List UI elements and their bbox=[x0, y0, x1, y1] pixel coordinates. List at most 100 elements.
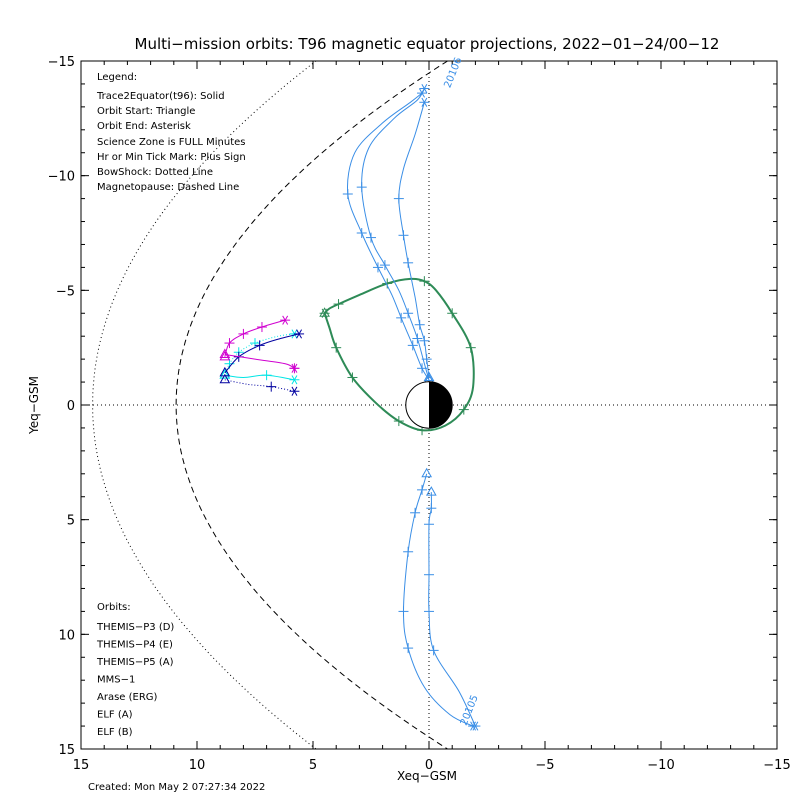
hour-tick-mark bbox=[372, 262, 383, 273]
orbits-legend-entry: MMS−1 bbox=[97, 675, 135, 686]
hour-tick-mark bbox=[398, 606, 409, 617]
hour-tick-mark bbox=[224, 338, 235, 349]
series-line bbox=[224, 333, 300, 374]
hour-tick-mark bbox=[410, 507, 421, 518]
hour-tick-mark bbox=[366, 232, 376, 243]
legend-line: Orbit Start: Triangle bbox=[97, 106, 195, 117]
x-axis-label: Xeq−GSM bbox=[397, 769, 457, 783]
hour-tick-mark bbox=[447, 308, 458, 319]
asterisk-stroke bbox=[296, 329, 303, 339]
bowshock-line bbox=[92, 60, 317, 750]
hour-tick-mark bbox=[419, 276, 430, 287]
x-tick-label: −5 bbox=[535, 758, 554, 773]
legend-line: Orbit End: Asterisk bbox=[97, 121, 191, 132]
orbit-start-triangle bbox=[219, 369, 231, 379]
hour-tick-mark bbox=[256, 322, 267, 333]
hour-tick-mark bbox=[289, 363, 300, 374]
legend-title: Legend: bbox=[97, 72, 137, 83]
hour-tick-mark bbox=[266, 381, 277, 392]
asterisk-stroke bbox=[291, 386, 298, 396]
hour-tick-mark bbox=[393, 416, 404, 427]
hour-tick-mark bbox=[424, 606, 434, 617]
series-line bbox=[224, 374, 295, 381]
orbits-legend-entry: ELF (A) bbox=[97, 710, 133, 721]
x-tick-label: 5 bbox=[309, 758, 317, 773]
orbit-end-asterisk bbox=[289, 375, 300, 385]
hour-tick-mark bbox=[356, 228, 367, 238]
legend-line: Trace2Equator(t96): Solid bbox=[96, 91, 225, 102]
hour-tick-mark bbox=[382, 278, 393, 289]
orbit-end-asterisk bbox=[294, 329, 305, 339]
orbit-start-triangle bbox=[219, 350, 231, 361]
legend-line: Hr or Min Tick Mark: Plus Sign bbox=[97, 152, 246, 163]
hour-tick-mark bbox=[421, 354, 432, 365]
hour-tick-mark bbox=[412, 333, 423, 344]
orbits-legend-entry: THEMIS−P3 (D) bbox=[96, 622, 174, 633]
legend: Legend: Trace2Equator(t96): Solid Orbit … bbox=[96, 72, 246, 193]
hour-tick-mark bbox=[347, 372, 358, 383]
hour-tick-mark bbox=[419, 335, 430, 346]
y-tick-label: 5 bbox=[67, 514, 75, 529]
orbit-start-triangle bbox=[219, 373, 231, 384]
hour-tick-mark bbox=[403, 257, 414, 268]
series-line bbox=[402, 473, 474, 727]
series-line bbox=[224, 333, 295, 376]
orbit-end-asterisk bbox=[280, 315, 291, 325]
asterisk-stroke bbox=[421, 97, 428, 107]
hour-tick-mark bbox=[393, 193, 404, 204]
footer-created: Created: Mon May 2 07:27:34 2022 bbox=[88, 782, 265, 793]
series-line bbox=[347, 92, 430, 381]
hour-tick-mark bbox=[396, 312, 407, 323]
orbits-legend-entry: THEMIS−P5 (A) bbox=[96, 657, 174, 668]
hour-tick-mark bbox=[414, 319, 425, 330]
series-line bbox=[428, 492, 476, 727]
hour-tick-mark bbox=[333, 299, 344, 310]
x-tick-label: 15 bbox=[73, 758, 90, 773]
orbit-end-asterisk bbox=[419, 83, 430, 94]
y-tick-label: 10 bbox=[58, 628, 75, 643]
hour-tick-mark bbox=[458, 404, 469, 415]
hour-tick-mark bbox=[342, 189, 353, 200]
hour-tick-mark bbox=[465, 342, 476, 353]
orbit-end-asterisk bbox=[419, 97, 430, 107]
series-line bbox=[323, 277, 475, 432]
hour-tick-mark bbox=[261, 370, 272, 381]
asterisk-stroke bbox=[421, 83, 428, 94]
hour-tick-mark bbox=[403, 308, 414, 319]
hour-tick-mark bbox=[331, 342, 342, 353]
hour-tick-mark bbox=[403, 643, 414, 654]
orbits-legend-entry: THEMIS−P4 (E) bbox=[96, 640, 173, 651]
x-tick-label: 10 bbox=[189, 758, 206, 773]
hour-tick-mark bbox=[426, 503, 437, 514]
earth-nightside bbox=[429, 381, 453, 429]
hour-tick-mark bbox=[356, 182, 367, 193]
hour-tick-mark bbox=[428, 645, 439, 656]
orbit-start-triangle bbox=[421, 467, 433, 478]
asterisk-stroke bbox=[321, 308, 328, 318]
y-tick-label: −15 bbox=[48, 55, 75, 70]
legend-line: Magnetopause: Dashed Line bbox=[97, 182, 239, 193]
hour-tick-mark bbox=[379, 260, 390, 271]
hour-tick-mark bbox=[424, 569, 434, 580]
magnetopause-line bbox=[175, 60, 448, 750]
hour-tick-mark bbox=[250, 338, 260, 349]
hour-tick-mark bbox=[407, 340, 418, 351]
legend-line: BowShock: Dotted Line bbox=[97, 167, 213, 178]
orbit-start-triangle bbox=[219, 348, 231, 359]
earth-symbol bbox=[405, 381, 453, 429]
series-line bbox=[224, 379, 295, 392]
y-axis-label: Yeq−GSM bbox=[27, 376, 41, 435]
x-tick-label: −15 bbox=[763, 758, 790, 773]
hour-tick-mark bbox=[254, 340, 265, 351]
chart-title: Multi−mission orbits: T96 magnetic equat… bbox=[135, 35, 720, 53]
orbits-legend-entry: ELF (B) bbox=[97, 727, 133, 738]
orbit-end-asterisk bbox=[289, 386, 300, 396]
y-tick-label: 0 bbox=[67, 399, 75, 414]
x-tick-label: 0 bbox=[425, 758, 433, 773]
legend-line: Science Zone is FULL Minutes bbox=[97, 137, 246, 148]
hour-tick-mark bbox=[238, 328, 249, 339]
orbit-start-triangle bbox=[423, 371, 435, 381]
asterisk-stroke bbox=[472, 721, 479, 731]
